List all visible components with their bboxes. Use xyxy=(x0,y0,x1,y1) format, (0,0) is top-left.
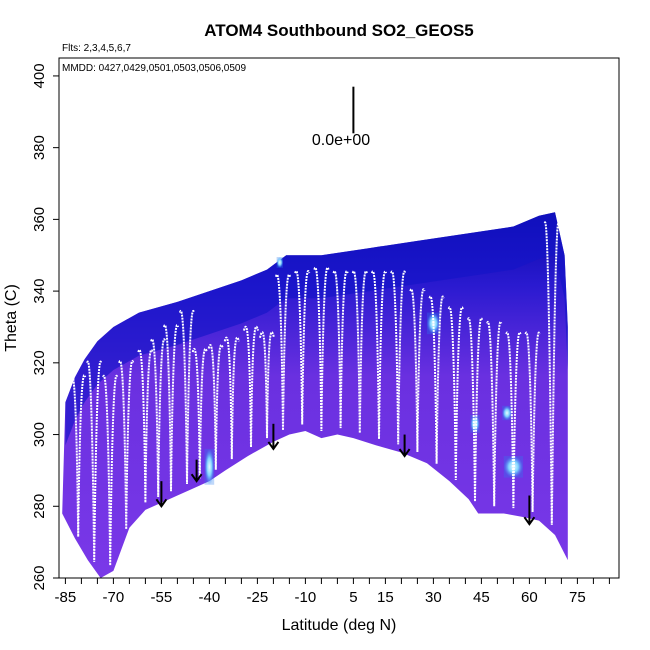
so2-hotspot xyxy=(204,448,215,485)
y-tick-label: 320 xyxy=(31,350,48,375)
y-tick-label: 300 xyxy=(31,422,48,447)
flight-profile-track xyxy=(332,270,349,429)
flight-profile-track xyxy=(258,331,276,439)
y-tick-label: 260 xyxy=(31,565,48,590)
x-tick-label: -40 xyxy=(199,589,221,606)
flight-profile-track xyxy=(370,270,388,440)
flight-profile-track xyxy=(70,374,87,537)
x-tick-label: -55 xyxy=(151,589,173,606)
plot-frame xyxy=(58,57,620,579)
flight-profile-track xyxy=(351,270,368,434)
y-tick-label: 360 xyxy=(31,207,48,232)
upper-field-band xyxy=(65,212,568,446)
flight-profile-track xyxy=(543,221,560,525)
x-tick-label: 45 xyxy=(473,589,490,606)
x-tick-label: 5 xyxy=(349,589,357,606)
y-tick-label: 280 xyxy=(31,494,48,519)
down-arrow xyxy=(155,481,168,508)
flight-profile-track xyxy=(313,266,330,431)
flight-profile-track xyxy=(447,306,464,480)
x-tick-label: 30 xyxy=(425,589,442,606)
down-arrow xyxy=(190,459,203,483)
so2-hotspot xyxy=(427,312,440,335)
down-arrow xyxy=(398,434,411,458)
flight-profile-track xyxy=(150,338,167,497)
flight-profile-track xyxy=(223,336,240,460)
flight-profile-track xyxy=(428,295,445,464)
flight-profile-track xyxy=(86,360,103,562)
y-tick-label: 380 xyxy=(31,135,48,160)
x-tick-label: 60 xyxy=(521,589,538,606)
so2-hotspot xyxy=(276,257,283,268)
x-tick-label: 15 xyxy=(377,589,394,606)
flight-profile-track xyxy=(390,270,407,445)
y-tick-label: 340 xyxy=(31,279,48,304)
flight-profile-track xyxy=(466,317,484,502)
x-tick-label: -70 xyxy=(103,589,125,606)
flight-profile-track xyxy=(242,325,260,448)
flight-profile-track xyxy=(294,270,311,425)
x-tick-label: 75 xyxy=(569,589,586,606)
x-tick-label: -25 xyxy=(247,589,269,606)
flight-profile-track xyxy=(178,309,196,485)
chart-title: ATOM4 Southbound SO2_GEOS5 xyxy=(204,21,474,40)
x-tick-label: -85 xyxy=(55,589,77,606)
flight-profile-track xyxy=(486,320,503,507)
scale-label: 0.0e+00 xyxy=(312,132,370,149)
so2-hotspot xyxy=(502,405,512,421)
flight-profile-track xyxy=(102,374,119,566)
flight-profile-track xyxy=(505,331,522,509)
flight-profile-track xyxy=(207,344,224,470)
dates-note: MMDD: 0427,0429,0501,0503,0506,0509 xyxy=(62,63,246,74)
x-tick-label: -10 xyxy=(295,589,317,606)
down-arrow xyxy=(267,423,280,451)
down-arrow xyxy=(523,495,536,526)
y-tick-label: 400 xyxy=(31,63,48,88)
y-axis-label: Theta (C) xyxy=(3,284,20,352)
flight-profile-track xyxy=(524,331,541,513)
so2-hotspot xyxy=(470,414,480,433)
x-axis-label: Latitude (deg N) xyxy=(282,617,397,634)
flights-note: Flts: 2,3,4,5,6,7 xyxy=(62,43,131,54)
flight-profile-track xyxy=(274,273,292,431)
flight-profile-track xyxy=(409,288,426,453)
flight-profile-track xyxy=(162,324,180,492)
